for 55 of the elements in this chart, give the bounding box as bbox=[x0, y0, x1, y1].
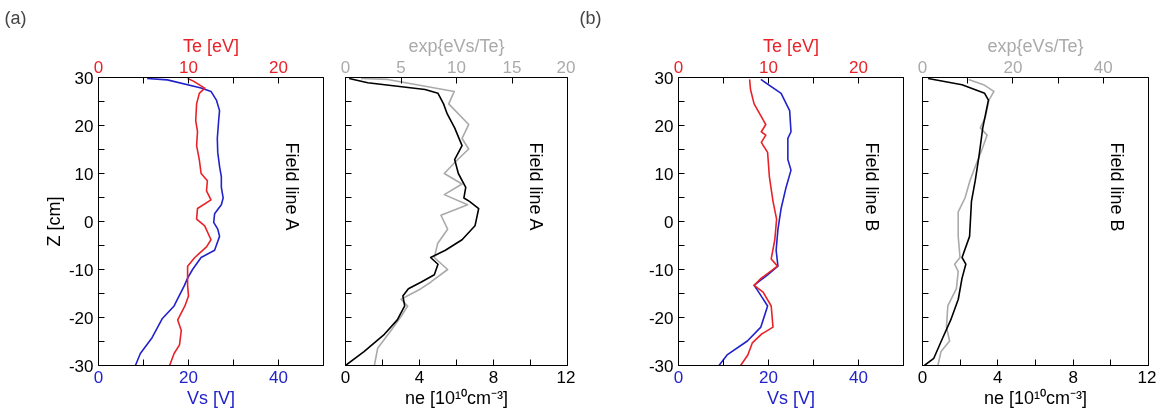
x-tick-label: 40 bbox=[849, 367, 868, 387]
y-tick-label: 10 bbox=[74, 164, 94, 184]
x-axis-title: ne [10¹⁰cm⁻³] bbox=[404, 387, 509, 408]
x2-tick-label: 20 bbox=[1003, 57, 1023, 77]
y-tick-label: 30 bbox=[654, 68, 674, 88]
x-axis-title: ne [10¹⁰cm⁻³] bbox=[983, 387, 1088, 408]
chart-title: (a) bbox=[4, 7, 27, 28]
x2-axis-title: Te [eV] bbox=[182, 35, 240, 56]
x-tick-label: 20 bbox=[179, 367, 198, 387]
x-tick-label: 40 bbox=[269, 367, 288, 387]
x-axis-title: Vs [V] bbox=[186, 387, 236, 408]
x-tick-label: 12 bbox=[1137, 367, 1156, 387]
x2-tick-label: 10 bbox=[447, 57, 466, 77]
x2-tick-label: 20 bbox=[849, 57, 868, 77]
x2-tick-label: 15 bbox=[502, 57, 522, 77]
chart-title: (b) bbox=[579, 7, 602, 28]
x-tick-label: 12 bbox=[556, 367, 576, 387]
x2-axis-title: exp{eVs/Te} bbox=[408, 35, 505, 56]
y-tick-label: 0 bbox=[664, 212, 674, 232]
annotation: Field line B bbox=[1106, 142, 1127, 232]
y-tick-label: 20 bbox=[74, 116, 94, 136]
x2-tick-label: 10 bbox=[179, 57, 198, 77]
x-tick-label: 4 bbox=[993, 367, 1003, 387]
y-tick-label: 10 bbox=[654, 164, 674, 184]
x-tick-label: 8 bbox=[488, 367, 499, 387]
x-tick-label: 0 bbox=[340, 367, 351, 387]
x2-tick-label: 0 bbox=[340, 57, 351, 77]
x2-axis-title: Te [eV] bbox=[762, 35, 820, 56]
x-tick-label: 0 bbox=[917, 367, 928, 387]
x2-axis-title: exp{eVs/Te} bbox=[987, 35, 1084, 56]
line-series bbox=[134, 77, 224, 366]
y-tick-label: -30 bbox=[648, 356, 674, 376]
y-tick-label: -30 bbox=[68, 356, 94, 376]
y-tick-label: 0 bbox=[84, 212, 94, 232]
y-tick-label: -20 bbox=[648, 308, 674, 328]
y-tick-label: 30 bbox=[74, 68, 94, 88]
y-tick-label: -10 bbox=[648, 260, 674, 280]
y-axis-title: Z [cm] bbox=[43, 196, 64, 247]
annotation: Field line A bbox=[282, 142, 302, 231]
x2-tick-label: 20 bbox=[269, 57, 288, 77]
x-tick-label: 8 bbox=[1068, 367, 1078, 387]
y-tick-label: 20 bbox=[654, 116, 674, 136]
line-series bbox=[718, 78, 792, 366]
annotation: Field line B bbox=[862, 142, 882, 232]
y-tick-label: -10 bbox=[68, 260, 94, 280]
x-axis-title: Vs [V] bbox=[766, 387, 816, 408]
annotation: Field line A bbox=[526, 142, 547, 231]
x-tick-label: 4 bbox=[414, 367, 425, 387]
x2-tick-label: 10 bbox=[759, 57, 778, 77]
y-tick-label: -20 bbox=[68, 308, 94, 328]
x2-tick-label: 40 bbox=[1093, 57, 1113, 77]
x2-tick-label: 5 bbox=[396, 57, 406, 77]
x-tick-label: 20 bbox=[759, 367, 778, 387]
x2-tick-label: 0 bbox=[917, 57, 928, 77]
x2-tick-label: 20 bbox=[556, 57, 576, 77]
